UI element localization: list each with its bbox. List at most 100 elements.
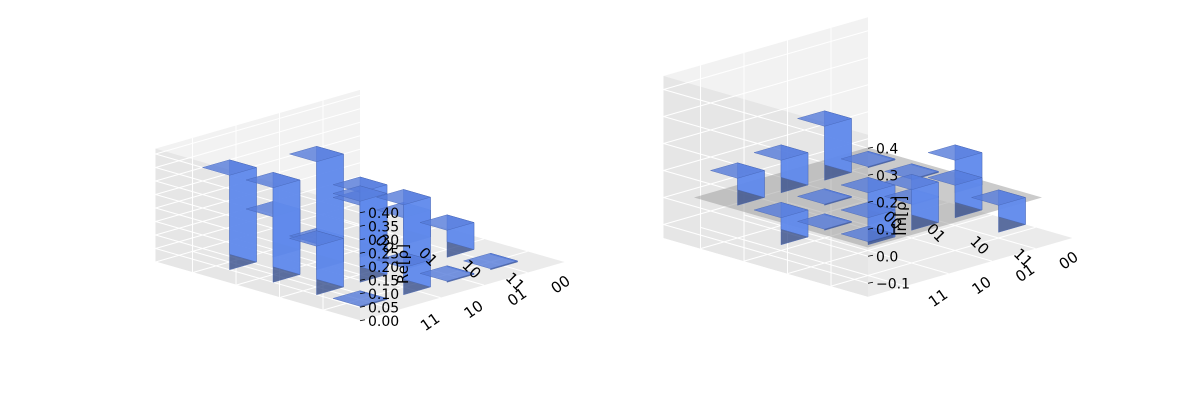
grid-line [155,261,361,322]
grid-line [155,108,361,168]
bar-face-front [272,172,301,275]
z-tick-label: 0.1 [876,222,898,238]
z-tick-label: 0.4 [876,141,898,157]
bar-01-10 [796,188,853,206]
grid-line [663,84,869,144]
bar-face-top [970,189,1027,206]
grid-line [787,214,993,275]
grid-line [155,248,361,308]
bar-00-11 [709,162,766,206]
z-tick-label: 0.00 [368,314,399,330]
z-tick-label: 0.40 [368,206,399,222]
grid-line [155,121,361,182]
z-tick-label: 0.35 [368,219,399,235]
bar-face-top [796,110,853,127]
bar-face-top [796,213,853,230]
z-tick-label: 0.2 [876,195,898,211]
z-tick [359,319,366,322]
z-tick [359,278,366,281]
col-tick-label: 00 [1056,248,1082,274]
bar-11-01 [927,169,983,219]
bar-face-top [201,159,258,176]
bar-face-top [332,290,388,307]
z-tick [359,224,366,227]
grid-line [700,226,906,287]
z-axis-label: Re[ρ] [394,244,412,284]
col-tick-label: 00 [548,272,574,298]
z-tick [359,292,366,295]
grid-line [830,226,1036,287]
bar-face-top [288,230,345,247]
z-tick [359,251,366,254]
bar-face-top [332,185,388,202]
z-tick [359,238,366,241]
chart-real: 0.000.050.100.150.200.250.300.350.40 Re[ρ… [155,89,574,335]
grid-line [155,135,361,195]
bar-face-top [796,188,853,205]
grid-line [663,224,869,284]
bar-11-00 [970,189,1027,233]
grid-line [155,94,361,155]
z-tick [867,254,874,257]
z-tick [359,305,366,308]
bar-00-01 [796,110,853,181]
right-pane [155,148,360,321]
bar-face-top [375,252,432,269]
z-tick-label: −0.1 [876,276,910,292]
bar-face-top [927,144,983,161]
grid-line [663,57,869,117]
bar-face-top [927,169,983,186]
bar-face-top [709,162,766,179]
z-axis-label: Im[ρ] [892,196,910,236]
grid-line [663,30,869,90]
z-tick [867,146,874,149]
bar-01-11 [245,172,301,283]
bar-00-00 [840,150,896,169]
bar-face-top [419,214,475,231]
bar-00-11 [201,159,258,271]
z-tick-label: 0.05 [368,300,399,316]
z-tick-label: 0.0 [876,249,898,265]
col-tick-label: 01 [504,284,530,310]
z-tick-label: 0.10 [368,287,399,303]
bar-11-11 [332,290,388,308]
col-tick-label: 11 [417,309,443,335]
col-tick-label: 10 [461,297,487,323]
bar-face-top [462,252,519,269]
bar-01-11 [753,202,809,246]
z-tick [359,211,366,214]
bar-10-00 [419,214,475,258]
col-tick-label: 11 [925,285,951,311]
bar-face-top [840,202,896,219]
z-tick-label: 0.15 [368,273,399,289]
bar-face-top [840,225,896,242]
bar-face-top [753,202,809,219]
grid-line [663,197,869,257]
bar-11-00 [462,252,519,271]
bar-10-11 [796,213,853,231]
z-tick [867,200,874,203]
col-tick-label: 10 [969,273,995,299]
bar-11-11 [840,225,896,244]
bar-11-01 [419,265,475,283]
z-tick [867,281,874,284]
bar-00-10 [753,144,809,194]
z-tick-label: 0.20 [368,260,399,276]
z-tick [359,265,366,268]
bar-face-top [375,189,432,206]
grid-line [743,214,949,275]
col-tick-label: 01 [1012,260,1038,286]
bar-face-top [419,265,475,282]
bar-10-11 [288,230,345,296]
z-tick-label: 0.3 [876,168,898,184]
bar-11-10 [375,252,432,296]
bar-face-top [840,150,896,167]
z-tick [867,173,874,176]
bar-face-top [245,172,301,189]
z-tick [867,227,874,230]
bar-face-top [288,146,345,163]
bar-face-top [753,144,809,161]
